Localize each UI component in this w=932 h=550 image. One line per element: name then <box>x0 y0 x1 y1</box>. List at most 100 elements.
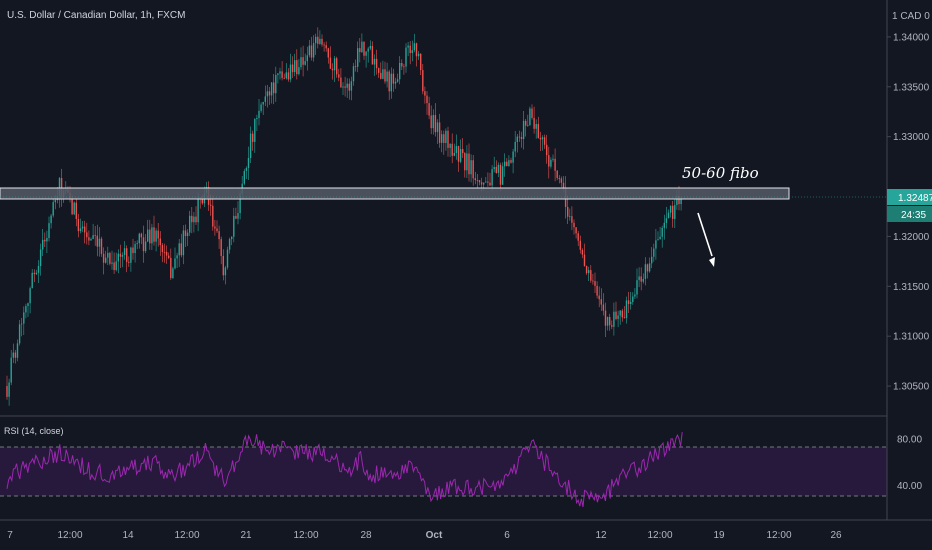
candle-body <box>426 95 428 104</box>
candle-body <box>298 67 300 75</box>
rsi-band-fill <box>0 447 887 496</box>
candle-body <box>640 276 642 282</box>
resistance-zone[interactable] <box>0 187 790 200</box>
candle-body <box>153 227 155 242</box>
candle-body <box>264 96 266 102</box>
candle-body <box>579 240 581 250</box>
candle-body <box>577 233 579 241</box>
candle-body <box>373 58 376 65</box>
candle-body <box>552 158 554 160</box>
candle-body <box>348 83 350 91</box>
candle-body <box>147 229 149 242</box>
time-tick-label: 12 <box>595 530 607 541</box>
candle-body <box>105 257 107 263</box>
down-arrow-icon[interactable] <box>697 212 715 267</box>
candle-body <box>58 178 61 197</box>
candle-body <box>54 200 56 203</box>
time-tick-label: 12:00 <box>174 530 199 541</box>
candle-body <box>159 238 161 245</box>
candle-body <box>359 48 361 53</box>
candle-body <box>300 57 302 68</box>
candle-body <box>165 251 168 256</box>
candle-body <box>281 71 283 78</box>
candle-body <box>23 312 25 324</box>
candle-body <box>29 288 31 304</box>
candle-body <box>531 108 533 118</box>
price-tick-label: 1.31000 <box>893 332 930 343</box>
candle-body <box>581 249 584 255</box>
candle-body <box>52 202 54 216</box>
candle-body <box>117 253 119 262</box>
time-tick-label: 21 <box>240 530 252 541</box>
candle-body <box>592 280 594 282</box>
candle-body <box>417 53 420 57</box>
candle-body <box>369 45 371 49</box>
candle-body <box>627 300 630 304</box>
candle-body <box>35 272 38 275</box>
candle-body <box>558 177 560 179</box>
candle-body <box>172 268 174 278</box>
candle-body <box>115 261 117 271</box>
candle-body <box>459 149 462 162</box>
candle-body <box>79 228 82 232</box>
candle-body <box>403 66 405 68</box>
price-axis-ticks: 1.34000 1.33500 1.33000 1.32000 1.31500 1.310… <box>887 32 930 393</box>
candle-body <box>550 159 552 167</box>
candle-body <box>291 64 294 73</box>
price-tick-label: 1.33000 <box>893 132 930 143</box>
candle-body <box>25 306 27 313</box>
candle-body <box>449 143 451 148</box>
candle-body <box>441 134 443 143</box>
candle-body <box>510 160 512 163</box>
candle-body <box>560 178 563 183</box>
candle-body <box>331 68 334 71</box>
candle-body <box>390 73 392 92</box>
candle-body <box>434 115 437 133</box>
candle-body <box>18 324 21 344</box>
candle-body <box>672 205 674 219</box>
current-price-label: 1.32487 <box>898 193 932 204</box>
candle-body <box>674 205 676 219</box>
candle-body <box>638 276 640 281</box>
candle-body <box>653 248 655 257</box>
candle-body <box>327 48 329 58</box>
candle-body <box>388 71 390 92</box>
candle-body <box>37 266 40 273</box>
candle-body <box>216 228 218 232</box>
candle-body <box>130 247 132 263</box>
candle-body <box>535 123 537 129</box>
candle-body <box>222 255 224 276</box>
candle-body <box>121 254 124 257</box>
candle-body <box>184 230 187 237</box>
price-tick-label: 1.32000 <box>893 232 930 243</box>
axis-unit-label[interactable]: 1 CAD 0 <box>892 11 930 22</box>
candle-body <box>497 164 500 173</box>
candle-body <box>6 386 8 397</box>
candle-body <box>96 235 98 247</box>
candle-body <box>84 226 86 233</box>
candle-body <box>657 239 659 241</box>
time-tick-label: 14 <box>122 530 134 541</box>
time-tick-label: 26 <box>830 530 842 541</box>
candle-body <box>520 137 523 140</box>
candle-body <box>81 226 84 229</box>
time-tick-label: 7 <box>7 530 13 541</box>
candle-body <box>260 104 262 111</box>
candle-body <box>245 168 248 172</box>
candle-body <box>329 57 332 69</box>
candle-body <box>617 315 619 319</box>
candle-body <box>294 60 296 73</box>
candle-body <box>420 53 422 71</box>
candle-body <box>447 130 449 148</box>
candle-body <box>480 182 483 185</box>
candle-body <box>644 264 647 279</box>
candle-body <box>464 152 466 171</box>
rsi-tick-label: 40.00 <box>897 481 922 492</box>
fibo-annotation[interactable]: 50-60 fibo <box>682 164 759 182</box>
candle-body <box>10 357 12 383</box>
candle-body <box>201 198 203 204</box>
candle-body <box>508 160 510 167</box>
time-tick-label: 6 <box>504 530 510 541</box>
candle-body <box>378 68 380 73</box>
